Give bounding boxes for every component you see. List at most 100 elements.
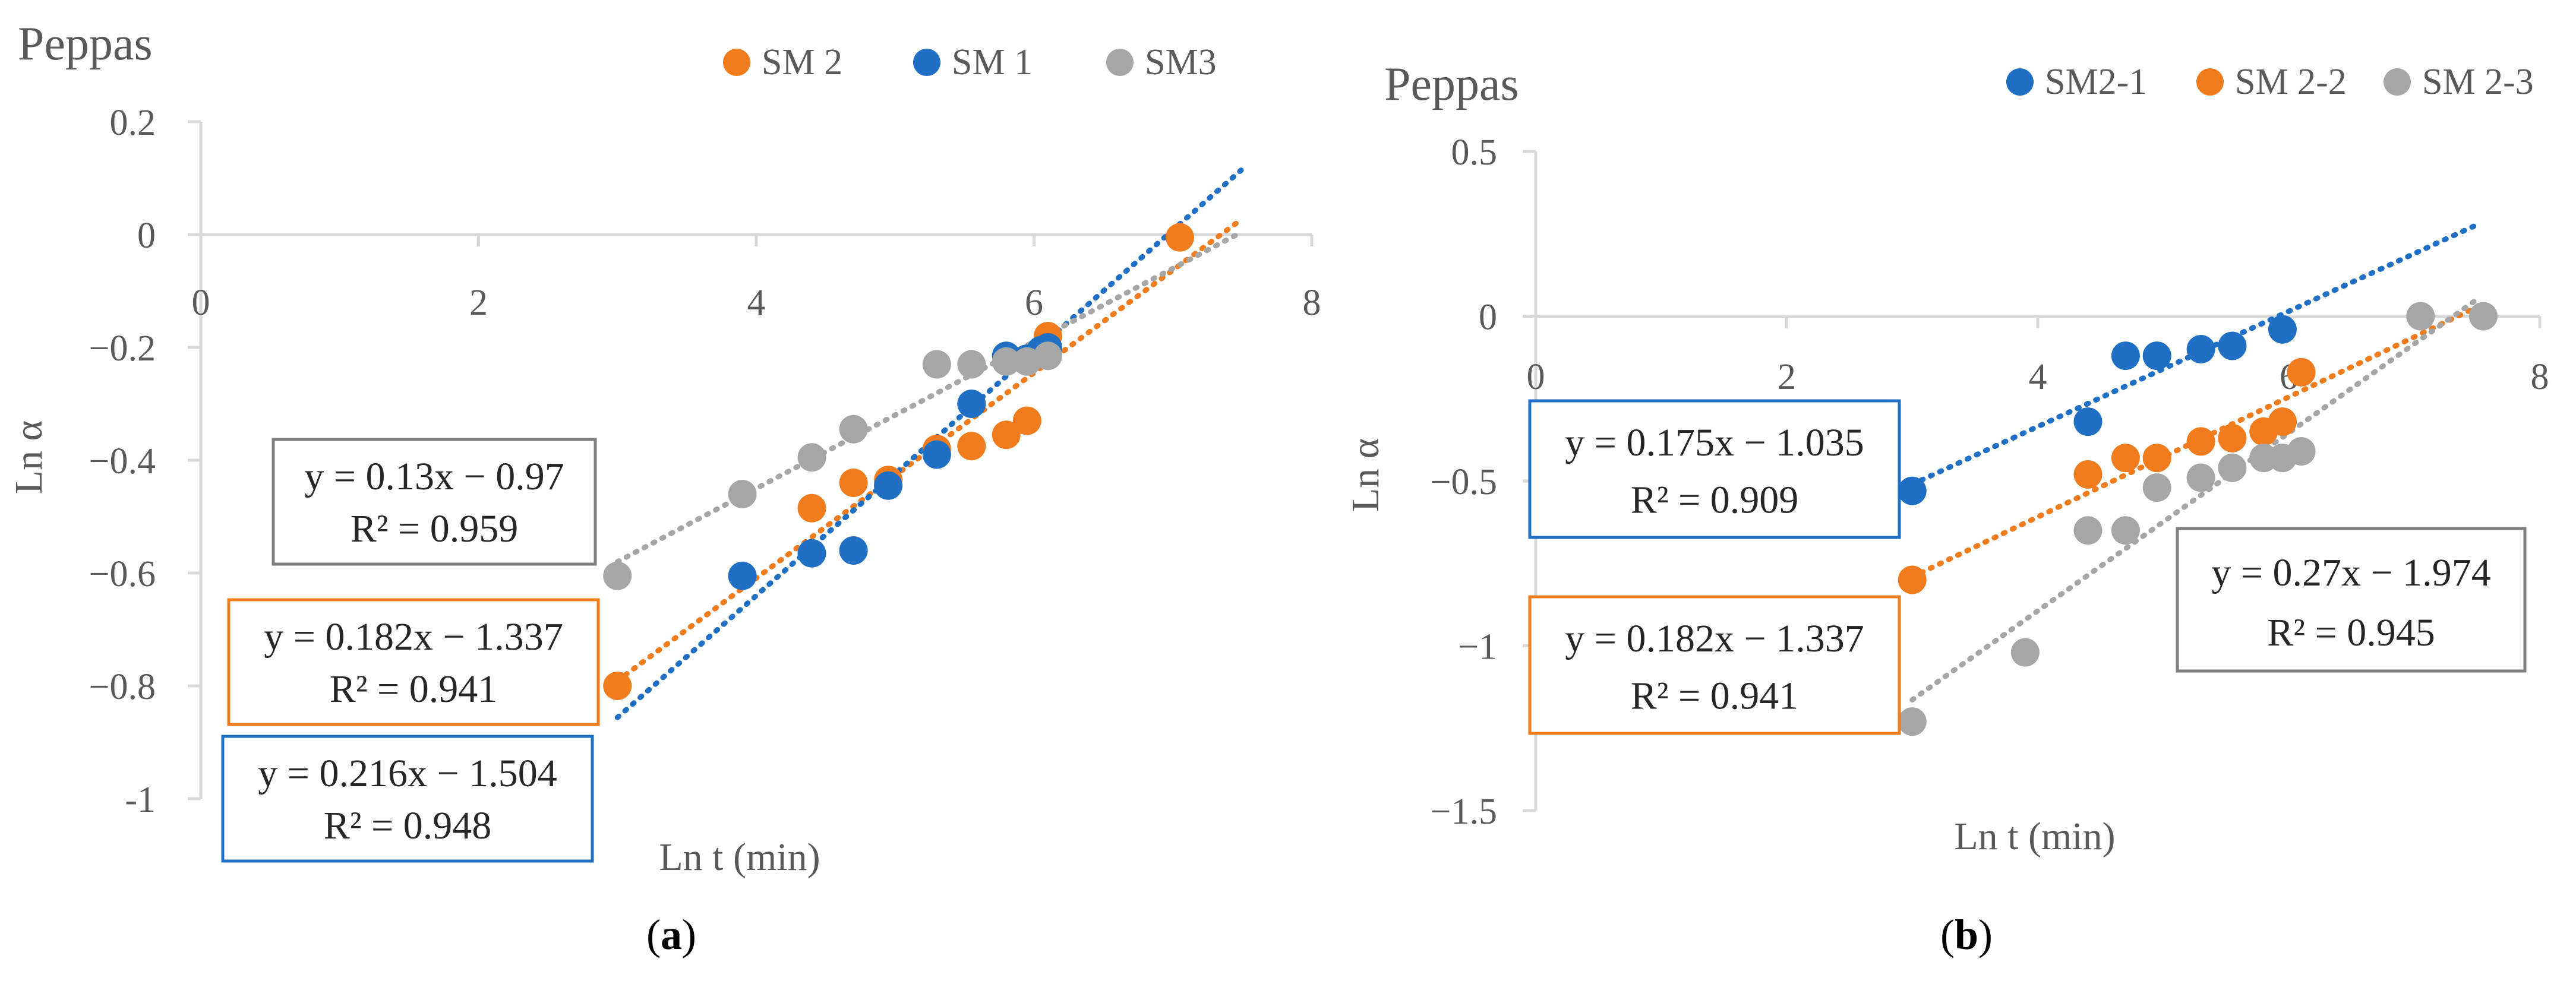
x-tick-label: 6 (1025, 283, 1043, 323)
data-point (992, 347, 1021, 376)
r-squared: R² = 0.945 (2267, 611, 2435, 654)
data-point (2186, 335, 2215, 363)
y-axis-label: Ln α (7, 420, 50, 494)
data-point (1012, 406, 1041, 435)
equation-box: y = 0.13x − 0.97 R² = 0.959 (272, 438, 597, 566)
trend-equation: y = 0.216x − 1.504 (258, 752, 557, 795)
data-point (2073, 460, 2103, 489)
x-tick-label: 4 (747, 283, 766, 323)
trend-equation: y = 0.182x − 1.337 (1565, 617, 1864, 660)
data-point (1898, 476, 1927, 505)
r-squared: R² = 0.909 (1631, 479, 1799, 522)
y-tick-label: 0.2 (110, 103, 156, 143)
equation-box: y = 0.175x − 1.035 R² = 0.909 (1528, 399, 1901, 539)
y-tick-label: 0.5 (1451, 132, 1498, 173)
series-sm-2-2 (1898, 357, 2316, 594)
series-sm2-1 (1898, 315, 2297, 505)
y-axis-label: Ln α (1344, 438, 1387, 512)
legend-entry: SM 2-2 (2235, 62, 2347, 102)
data-point (2142, 473, 2171, 502)
x-tick-label: 8 (1303, 283, 1321, 323)
chart-title: Peppas (18, 18, 153, 70)
data-point (797, 443, 826, 472)
legend-marker (723, 49, 750, 76)
data-point (957, 390, 986, 418)
x-tick-label: 2 (1778, 357, 1796, 397)
trend-equation: y = 0.175x − 1.035 (1565, 421, 1864, 464)
legend-marker (2006, 68, 2034, 96)
data-point (2287, 437, 2316, 466)
x-tick-label: 0 (1527, 357, 1545, 397)
equation-box-border (221, 735, 594, 863)
equation-box-border (272, 438, 597, 566)
trend-equation: y = 0.27x − 1.974 (2211, 551, 2490, 594)
x-axis-label: Ln t (min) (1954, 815, 2115, 858)
data-point (2186, 427, 2215, 456)
data-point (2073, 516, 2103, 545)
trendline-sm3 (614, 229, 1245, 565)
data-point (2218, 453, 2247, 482)
equation-box-border (1528, 595, 1901, 735)
equation-box: y = 0.182x − 1.337 R² = 0.941 (1528, 595, 1901, 735)
data-point (603, 561, 632, 590)
r-squared: R² = 0.959 (351, 507, 519, 550)
legend-entry: SM 2-3 (2422, 62, 2534, 102)
equation-box-border (1528, 399, 1901, 539)
data-point (797, 539, 826, 568)
data-point (2073, 407, 2103, 436)
data-point (839, 414, 868, 444)
y-tick-label: −0.8 (89, 667, 156, 707)
y-tick-label: −0.4 (89, 441, 156, 482)
panel-caption: (b) (1940, 911, 1993, 958)
data-point (1165, 223, 1194, 252)
legend-entry: SM2-1 (2045, 62, 2147, 102)
equation-box: y = 0.182x − 1.337 R² = 0.941 (227, 598, 600, 726)
x-tick-label: 8 (2531, 357, 2549, 397)
series-sm3 (603, 341, 1062, 590)
y-tick-label: −1.5 (1431, 792, 1497, 832)
trend-equation: y = 0.182x − 1.337 (264, 615, 563, 659)
data-point (2268, 315, 2297, 344)
legend-marker (1106, 49, 1134, 76)
trendline-sm-2 (614, 216, 1245, 683)
data-point (1033, 341, 1062, 371)
data-point (2218, 331, 2247, 360)
y-tick-label: -1 (125, 780, 156, 820)
data-point (2468, 302, 2498, 331)
data-point (2186, 463, 2215, 492)
data-point (2406, 302, 2435, 331)
r-squared: R² = 0.948 (324, 804, 492, 847)
legend-marker (913, 49, 940, 76)
r-squared: R² = 0.941 (330, 667, 498, 711)
legend-entry: SM 2 (762, 42, 842, 83)
data-point (2268, 407, 2297, 436)
y-tick-label: −0.6 (89, 554, 156, 594)
equation-box: y = 0.27x − 1.974 R² = 0.945 (2176, 527, 2527, 673)
data-point (2142, 341, 2171, 371)
data-point (2287, 357, 2316, 387)
chart-a: 0.2 0 −0.2 −0.4 −0.6 −0.8 -1 0 2 4 6 8 Peppas Ln α Ln … (7, 18, 1321, 958)
x-tick-label: 0 (192, 283, 210, 323)
data-point (728, 561, 757, 590)
data-point (2218, 423, 2247, 452)
data-point (874, 471, 903, 500)
data-point (1898, 565, 1927, 594)
y-tick-label: 0 (1479, 298, 1497, 338)
data-point (797, 493, 826, 523)
y-tick-label: 0 (137, 216, 156, 256)
data-point (2111, 341, 2140, 371)
r-squared: R² = 0.941 (1631, 675, 1799, 718)
equation-box-border (2176, 527, 2527, 673)
legend-entry: SM3 (1145, 42, 1217, 83)
series-sm-2-3 (1898, 302, 2498, 736)
y-tick-label: −0.5 (1431, 462, 1497, 502)
legend-entry: SM 1 (952, 42, 1033, 83)
data-point (957, 432, 986, 461)
equation-box: y = 0.216x − 1.504 R² = 0.948 (221, 735, 594, 863)
chart-b: 0.50−0.5−1−1.502468PeppasLn αLn t (min)(… (1344, 58, 2549, 958)
y-tick-label: −0.2 (89, 328, 156, 369)
legend-marker (2196, 68, 2224, 96)
data-point (2142, 444, 2171, 473)
data-point (2111, 516, 2140, 545)
